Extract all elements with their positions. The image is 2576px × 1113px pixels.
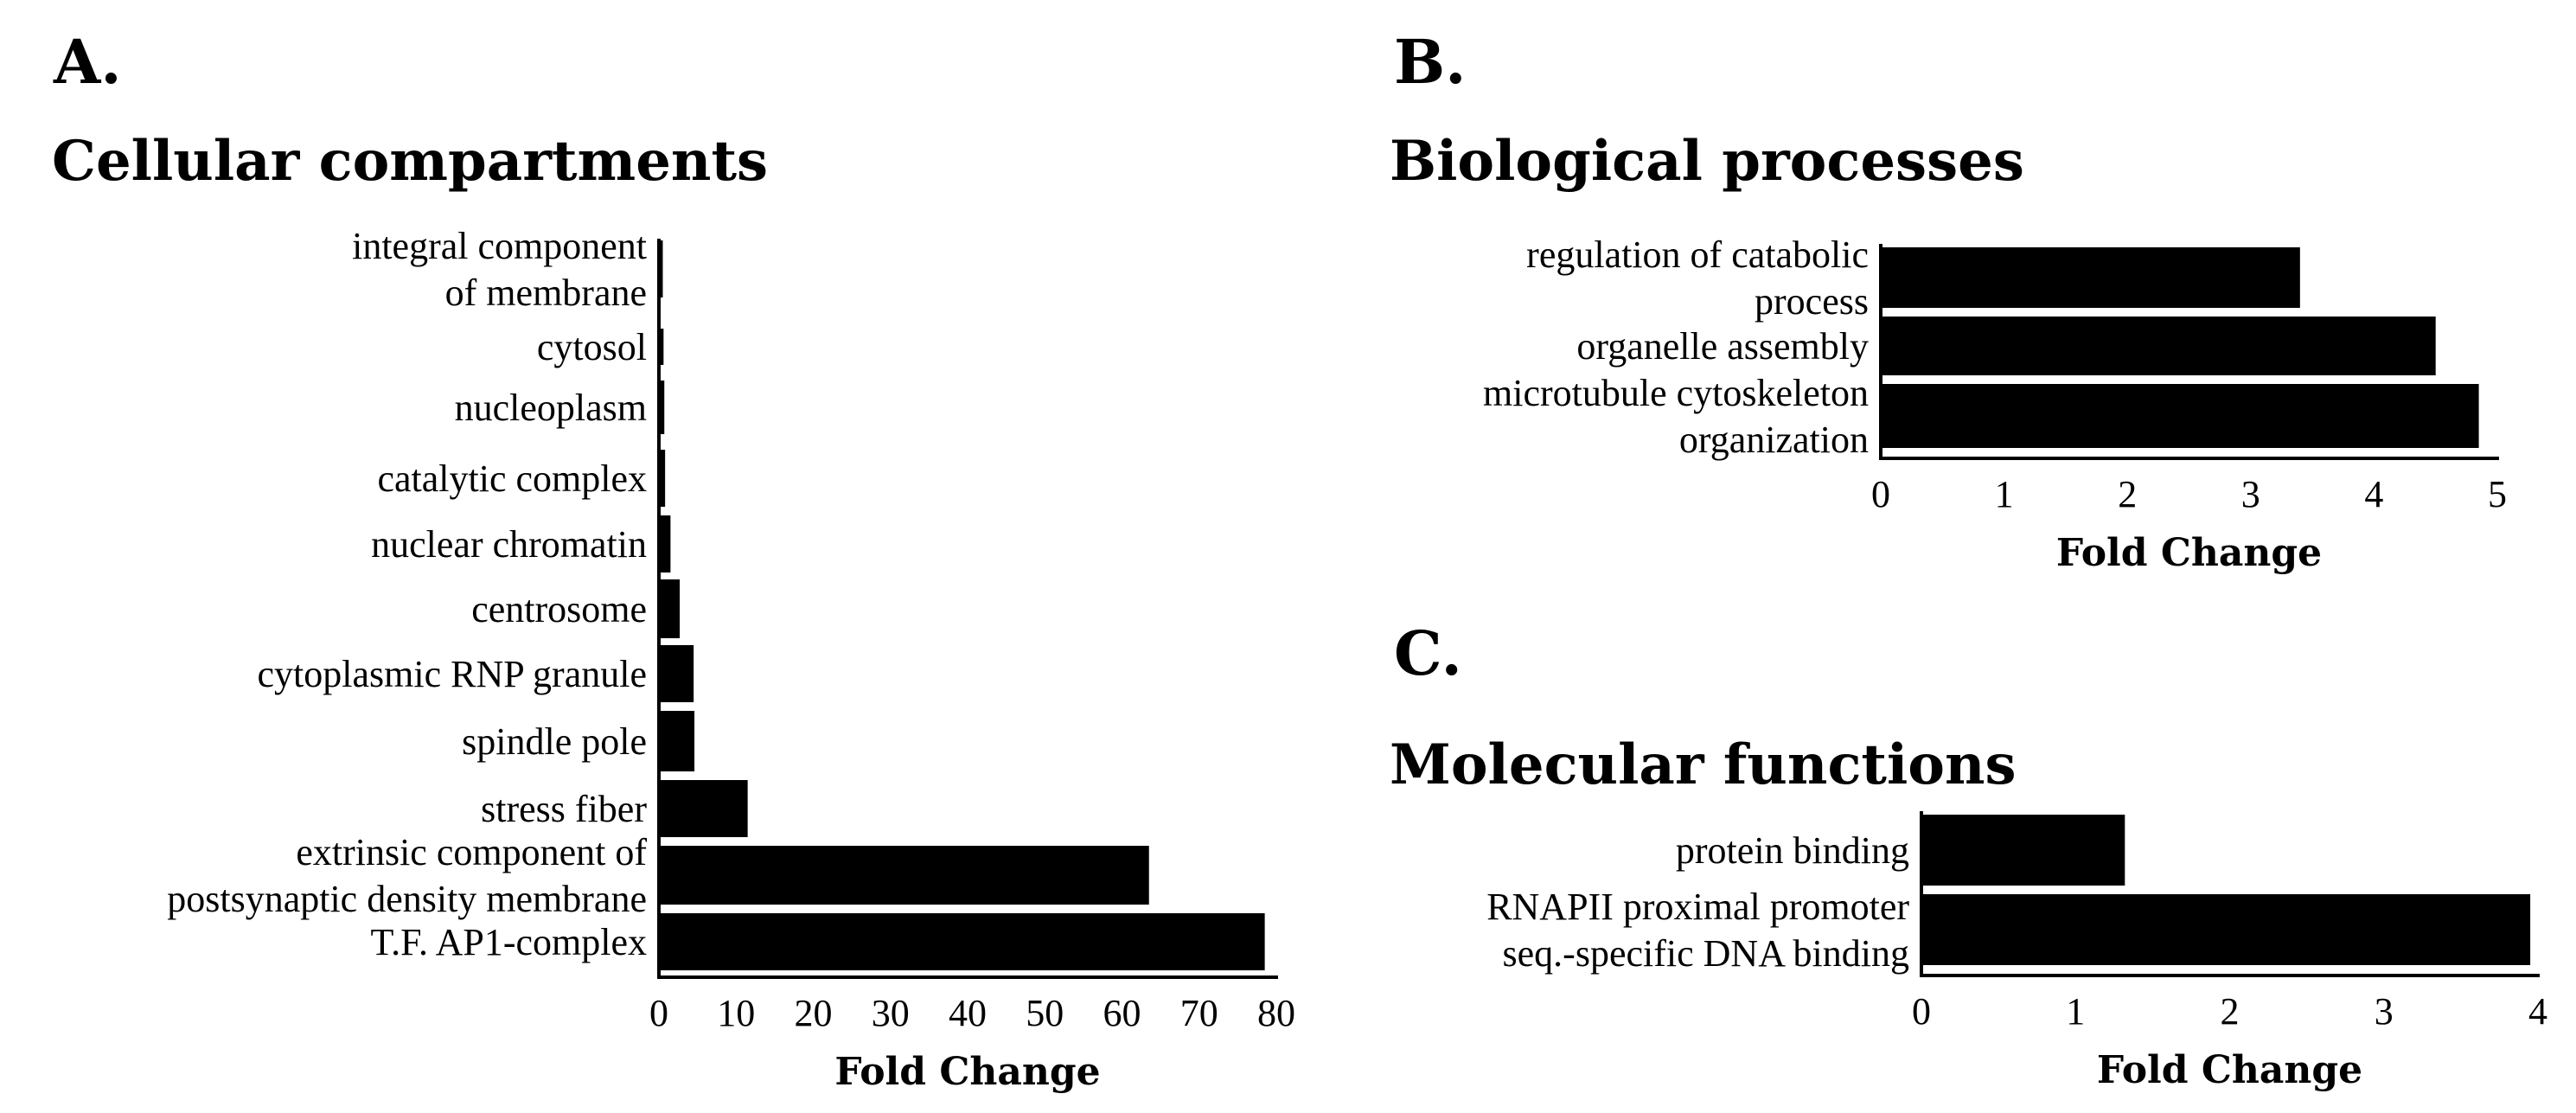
category-label-cytoplasmic-rnp-granule: cytoplasmic RNP granule [257,653,647,695]
x-tick-label: 40 [949,992,987,1034]
category-label-line: microtubule cytoskeleton [1483,372,1869,414]
x-tick-label: 5 [2488,473,2507,515]
x-axis-title: Fold Change [834,1050,1100,1094]
x-tick-label: 4 [2528,990,2547,1033]
bar-regulation-of-catabolic-process [1881,247,2300,308]
bar-t-f-ap1-complex [659,913,1265,970]
category-label-integral-component-of-membrane: integral component of membrane [352,225,647,314]
category-label-regulation-of-catabolic-process: regulation of catabolic process [1526,233,1869,323]
category-label-protein-binding: protein binding [1676,829,1909,872]
category-label-line: organelle assembly [1576,325,1869,368]
bar-microtubule-cytoskeleton-organization [1881,384,2479,448]
bar-spindle-pole [659,711,695,771]
bar-nucleoplasm [659,381,665,434]
x-tick-label: 1 [1995,473,2014,515]
x-tick-label: 2 [2118,473,2137,515]
chart-title: Molecular functions [1390,732,2017,797]
bar-catalytic-complex [659,450,666,507]
x-tick-label: 60 [1103,992,1141,1034]
chart-title: Biological processes [1390,129,2024,194]
panel-a-cellular-compartments: A. Cellular compartments integral componen… [52,26,1295,1094]
category-label-extrinsic-component-of-postsynaptic-density-membrane: extrinsic component of postsynaptic densi… [167,831,647,920]
category-label-line: nucleoplasm [455,387,647,429]
bar-rnapii-proximal-promoter-seq-specific-dna-binding [1921,894,2531,965]
x-tick-label: 1 [2066,990,2085,1033]
x-tick-label: 30 [872,992,910,1034]
category-label-line: extrinsic component of [296,831,647,873]
chart-title: Cellular compartments [52,129,768,194]
category-label-t-f-ap1-complex: T.F. AP1-complex [370,921,647,963]
category-label-line: integral component [352,225,647,267]
panel-b-biological-processes: B. Biological processes regulation of cata… [1390,26,2507,575]
x-tick-label: 2 [2221,990,2240,1033]
x-tick-label: 3 [2375,990,2394,1033]
category-label-microtubule-cytoskeleton-organization: microtubule cytoskeleton organization [1483,372,1869,461]
x-axis-title: Fold Change [2097,1048,2362,1092]
x-tick-label: 10 [717,992,755,1034]
category-label-line: of membrane [445,272,647,314]
category-label-line: T.F. AP1-complex [370,921,647,963]
bar-protein-binding [1921,815,2125,886]
panel-letter: B. [1394,26,1467,98]
category-label-line: nuclear chromatin [371,523,647,566]
category-label-line: RNAPII proximal promoter [1486,886,1909,928]
category-label-nucleoplasm: nucleoplasm [455,387,647,429]
panel-c-molecular-functions: C. Molecular functions protein binding RNAP… [1390,617,2547,1092]
x-tick-label: 20 [795,992,833,1034]
x-tick-label: 4 [2364,473,2383,515]
category-label-line: cytosol [537,326,647,368]
bar-cytoplasmic-rnp-granule [659,645,694,702]
category-label-line: organization [1679,419,1869,461]
x-tick-label: 70 [1180,992,1218,1034]
category-label-nuclear-chromatin: nuclear chromatin [371,523,647,566]
category-label-line: process [1755,280,1869,323]
bar-cytosol [659,329,664,365]
category-label-line: seq.-specific DNA binding [1503,932,1909,975]
category-label-rnapii-proximal-promoter-seq-specific-dna-binding: RNAPII proximal promoter seq.-specific DN… [1486,886,1909,975]
panel-letter: A. [53,26,122,98]
bar-nuclear-chromatin [659,515,671,572]
x-tick-label: 50 [1026,992,1064,1034]
category-label-line: protein binding [1676,829,1909,872]
bar-centrosome [659,579,681,638]
x-tick-label: 3 [2241,473,2260,515]
category-label-catalytic-complex: catalytic complex [377,457,647,500]
x-tick-label: 0 [1912,990,1931,1033]
category-label-line: catalytic complex [377,457,647,500]
category-label-stress-fiber: stress fiber [481,788,647,830]
bar-extrinsic-component-of-postsynaptic-density-membrane [659,846,1149,905]
category-label-line: postsynaptic density membrane [167,878,647,920]
bar-organelle-assembly [1881,317,2436,375]
panel-letter: C. [1394,617,1462,689]
x-tick-label: 0 [649,992,668,1034]
x-tick-label: 0 [1871,473,1890,515]
x-axis-title: Fold Change [2056,531,2322,575]
category-label-cytosol: cytosol [537,326,647,368]
category-label-spindle-pole: spindle pole [462,720,647,763]
category-label-line: stress fiber [481,788,647,830]
category-label-line: cytoplasmic RNP granule [257,653,647,695]
category-label-line: regulation of catabolic [1526,233,1869,276]
category-label-line: centrosome [471,588,647,630]
category-label-centrosome: centrosome [471,588,647,630]
x-tick-label: 80 [1257,992,1295,1034]
category-label-line: spindle pole [462,720,647,763]
bar-integral-component-of-membrane [659,240,663,297]
bar-stress-fiber [659,780,748,837]
category-label-organelle-assembly: organelle assembly [1576,325,1869,368]
